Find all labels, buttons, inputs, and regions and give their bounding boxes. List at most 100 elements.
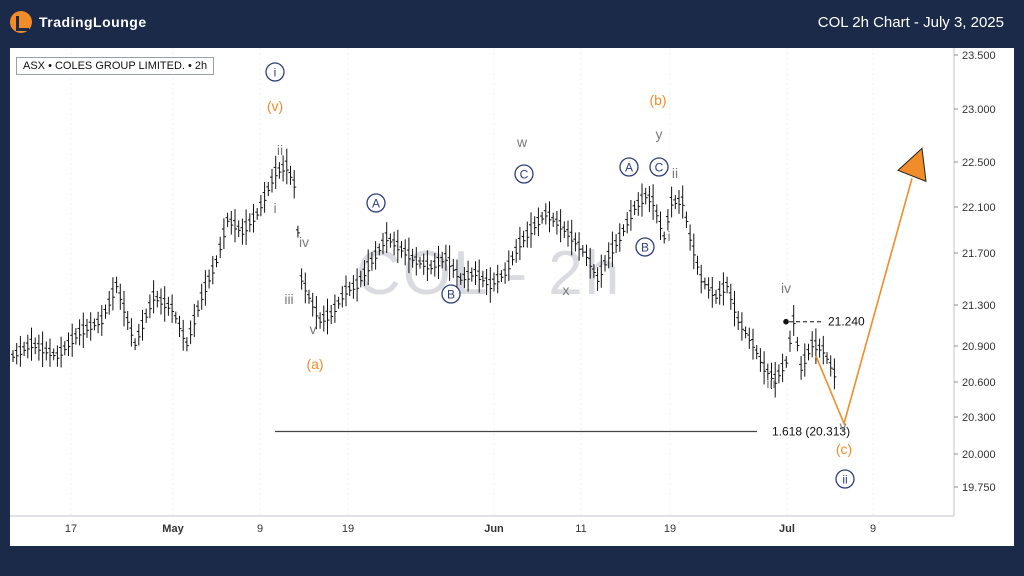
ohlc-bar	[728, 283, 733, 310]
ohlc-bar	[695, 255, 700, 275]
ohlc-bar	[307, 289, 311, 304]
ohlc-bar	[266, 181, 271, 197]
ohlc-bar	[344, 275, 348, 307]
ohlc-bar	[147, 294, 152, 319]
ohlc-bar	[351, 275, 356, 299]
wave-label-text: w	[516, 134, 528, 150]
wave-label: (b)	[649, 92, 666, 108]
chart-title: COL 2h Chart - July 3, 2025	[817, 14, 1004, 31]
ohlc-bar	[469, 267, 474, 282]
ohlc-bar	[251, 204, 256, 233]
ohlc-bar	[558, 209, 563, 243]
ohlc-bar	[332, 294, 337, 323]
ohlc-bar	[806, 343, 811, 361]
ohlc-bar	[799, 356, 804, 380]
ohlc-bar	[325, 298, 330, 335]
wave-label-text: v	[310, 321, 317, 337]
ohlc-bar	[221, 218, 226, 250]
ohlc-bar	[440, 251, 445, 269]
wave-label-circle	[835, 469, 855, 489]
ohlc-bar	[255, 207, 260, 220]
ohlc-bar	[595, 267, 600, 291]
ohlc-bar	[318, 312, 323, 329]
ohlc-bar	[25, 334, 30, 359]
ohlc-bar	[654, 204, 659, 224]
ohlc-bar	[714, 289, 718, 304]
ohlc-bar	[610, 231, 615, 268]
ohlc-bar	[769, 362, 774, 389]
ohlc-bar	[11, 350, 15, 362]
ohlc-bar	[765, 363, 770, 381]
wave-label: v	[840, 418, 847, 434]
ohlc-bar	[817, 338, 822, 358]
wave-label: y	[656, 126, 663, 142]
ohlc-bar	[636, 192, 641, 216]
x-tick-label: 9	[257, 523, 263, 535]
y-tick-label: 20.300	[962, 412, 996, 424]
ohlc-bar	[425, 250, 430, 282]
ohlc-bar	[395, 229, 400, 264]
y-tick-label: 22.100	[962, 202, 996, 214]
wave-label: iv	[299, 234, 309, 250]
y-tick-label: 20.000	[962, 449, 996, 461]
ohlc-bar	[262, 181, 267, 213]
ohlc-bar	[584, 244, 589, 267]
ohlc-bar	[99, 305, 104, 336]
ohlc-bar	[762, 351, 767, 385]
wave-label-text: ii	[842, 473, 847, 487]
ohlc-bar	[543, 203, 548, 225]
ohlc-bar	[96, 311, 101, 334]
ohlc-bar	[44, 341, 49, 361]
ohlc-bar	[369, 251, 374, 271]
ohlc-bar	[381, 232, 385, 255]
ohlc-bar	[133, 338, 138, 351]
price-chart: 19.750 20.000 20.300 20.600 20.900 21.300 21.7…	[10, 48, 996, 535]
wave-label: iii	[766, 375, 775, 391]
ohlc-bar	[36, 334, 41, 361]
x-tick-label: May	[162, 523, 184, 535]
ohlc-bar	[588, 247, 593, 279]
ohlc-bar	[640, 183, 644, 217]
wave-label: C	[649, 157, 669, 177]
wave-label: (v)	[267, 98, 283, 114]
x-tick-label: 11	[575, 523, 586, 535]
fib-extension-label: 1.618 (20.313)	[772, 425, 850, 439]
wave-label-circle	[649, 157, 669, 177]
wave-label: i	[667, 228, 670, 244]
ohlc-bar	[92, 318, 97, 331]
symbol-legend: ASX • COLES GROUP LIMITED. • 2h	[16, 57, 215, 75]
ohlc-bar	[628, 199, 633, 231]
wave-label-text: x	[563, 282, 570, 298]
ohlc-bar	[599, 254, 604, 288]
ohlc-bar	[462, 266, 467, 289]
ohlc-bar	[14, 343, 19, 365]
projection-arrow-icon	[897, 147, 927, 183]
ohlc-bar	[125, 311, 130, 330]
ohlc-bar	[754, 344, 759, 360]
ohlc-bar	[321, 305, 326, 332]
ohlc-bar	[103, 304, 108, 319]
ohlc-bar	[310, 292, 315, 317]
wave-label-text: iii	[766, 375, 775, 391]
level-label: 21.240	[828, 315, 865, 329]
wave-label-text: (c)	[836, 441, 852, 457]
y-tick-label: 22.500	[962, 157, 996, 169]
wave-label: w	[516, 134, 528, 150]
ohlc-bar	[773, 361, 778, 398]
wave-label: i	[265, 62, 285, 82]
ohlc-bar	[414, 247, 419, 276]
ohlc-bar	[129, 318, 134, 347]
ohlc-bar	[303, 272, 308, 304]
ohlc-bar	[780, 353, 785, 383]
wave-label: v	[310, 321, 317, 337]
ohlc-bar	[340, 286, 345, 308]
ohlc-bar	[81, 312, 86, 349]
ohlc-bar	[192, 303, 197, 338]
ohlc-bar	[336, 296, 341, 309]
ohlc-bar	[710, 276, 715, 308]
ohlc-bar	[577, 232, 582, 261]
ohlc-bar	[699, 264, 704, 294]
ohlc-bar	[691, 233, 696, 270]
ohlc-bar	[529, 212, 533, 248]
ohlc-bar	[795, 337, 800, 352]
